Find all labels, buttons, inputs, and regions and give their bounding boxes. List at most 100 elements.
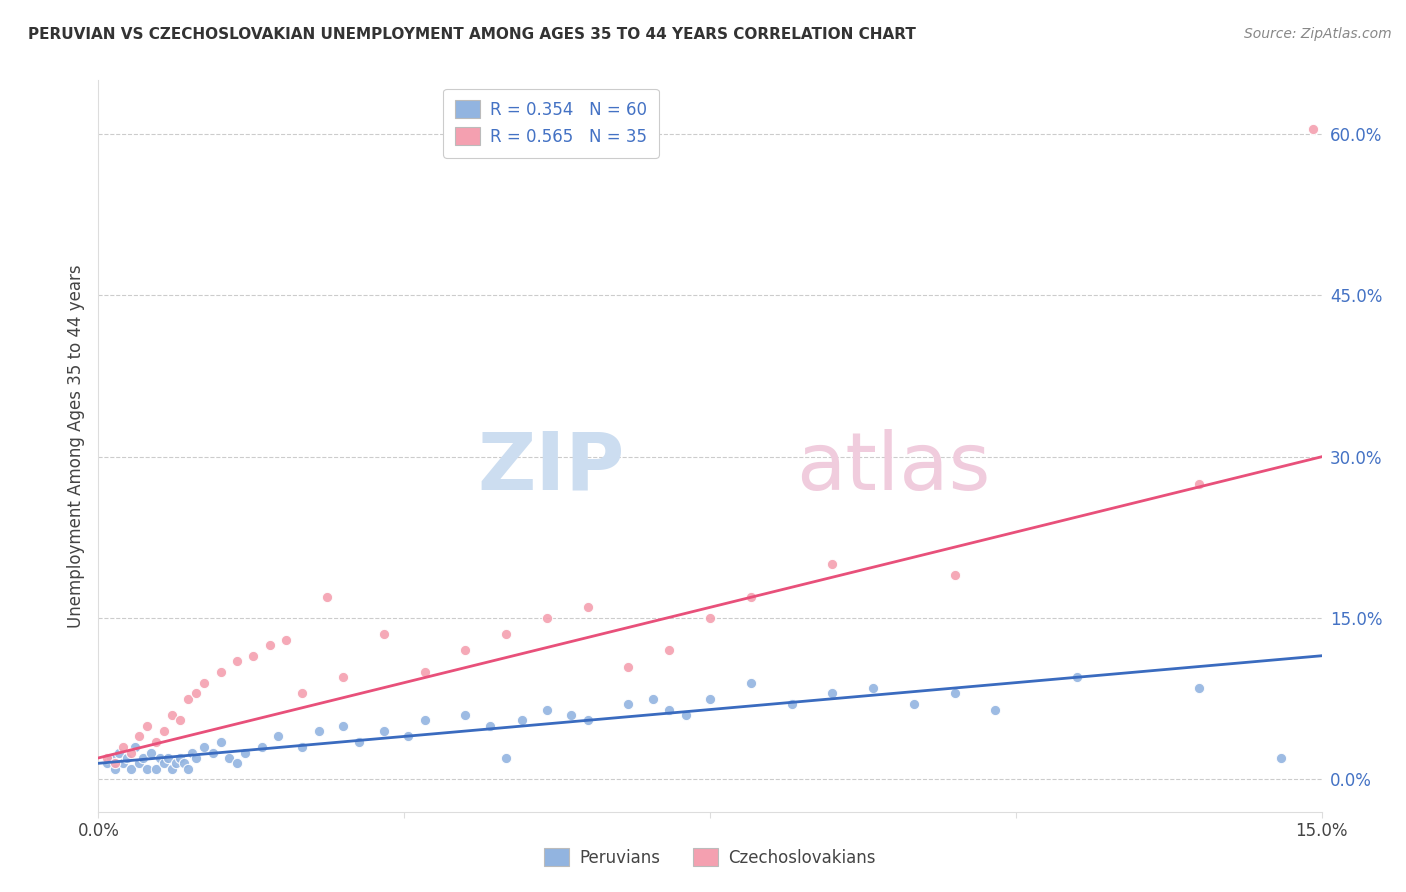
- Point: [862, 681, 884, 695]
- Point: [943, 686, 966, 700]
- Point: [209, 665, 232, 679]
- Point: [780, 697, 803, 711]
- Point: [209, 735, 232, 749]
- Point: [478, 719, 501, 733]
- Point: [495, 627, 517, 641]
- Point: [396, 730, 419, 744]
- Point: [124, 740, 146, 755]
- Text: PERUVIAN VS CZECHOSLOVAKIAN UNEMPLOYMENT AMONG AGES 35 TO 44 YEARS CORRELATION C: PERUVIAN VS CZECHOSLOVAKIAN UNEMPLOYMENT…: [28, 27, 915, 42]
- Point: [111, 740, 134, 755]
- Point: [169, 714, 191, 728]
- Point: [181, 746, 204, 760]
- Point: [177, 762, 200, 776]
- Point: [193, 675, 215, 690]
- Point: [315, 590, 337, 604]
- Point: [177, 691, 200, 706]
- Point: [349, 735, 371, 749]
- Point: [495, 751, 517, 765]
- Point: [111, 756, 134, 771]
- Point: [160, 707, 183, 722]
- Point: [641, 691, 664, 706]
- Point: [152, 724, 174, 739]
- Point: [373, 724, 395, 739]
- Point: [1270, 751, 1292, 765]
- Point: [226, 756, 249, 771]
- Point: [454, 643, 477, 657]
- Point: [186, 751, 208, 765]
- Point: [740, 590, 762, 604]
- Text: atlas: atlas: [796, 429, 990, 507]
- Point: [454, 707, 477, 722]
- Point: [984, 702, 1007, 716]
- Point: [120, 746, 142, 760]
- Point: [267, 730, 290, 744]
- Point: [308, 724, 330, 739]
- Point: [274, 632, 297, 647]
- Point: [560, 707, 582, 722]
- Point: [152, 756, 174, 771]
- Point: [617, 697, 640, 711]
- Point: [233, 746, 256, 760]
- Point: [120, 762, 142, 776]
- Point: [96, 751, 118, 765]
- Point: [96, 756, 118, 771]
- Point: [332, 670, 354, 684]
- Point: [115, 751, 138, 765]
- Point: [160, 762, 183, 776]
- Text: ZIP: ZIP: [477, 429, 624, 507]
- Point: [943, 568, 966, 582]
- Point: [576, 600, 599, 615]
- Point: [136, 719, 159, 733]
- Point: [128, 756, 150, 771]
- Point: [104, 762, 127, 776]
- Point: [169, 751, 191, 765]
- Text: Source: ZipAtlas.com: Source: ZipAtlas.com: [1244, 27, 1392, 41]
- Point: [132, 751, 155, 765]
- Point: [1302, 121, 1324, 136]
- Point: [821, 558, 844, 572]
- Point: [193, 740, 215, 755]
- Point: [291, 686, 314, 700]
- Point: [413, 714, 436, 728]
- Point: [1188, 681, 1211, 695]
- Point: [332, 719, 354, 733]
- Point: [1066, 670, 1088, 684]
- Point: [250, 740, 273, 755]
- Point: [699, 611, 721, 625]
- Point: [1188, 476, 1211, 491]
- Point: [536, 702, 558, 716]
- Point: [658, 702, 681, 716]
- Point: [291, 740, 314, 755]
- Point: [173, 756, 195, 771]
- Point: [156, 751, 179, 765]
- Point: [413, 665, 436, 679]
- Point: [100, 751, 122, 765]
- Point: [617, 659, 640, 673]
- Point: [259, 638, 281, 652]
- Point: [512, 714, 534, 728]
- Legend: Peruvians, Czechoslovakians: Peruvians, Czechoslovakians: [534, 838, 886, 877]
- Point: [145, 735, 167, 749]
- Point: [186, 686, 208, 700]
- Point: [536, 611, 558, 625]
- Y-axis label: Unemployment Among Ages 35 to 44 years: Unemployment Among Ages 35 to 44 years: [66, 264, 84, 628]
- Point: [576, 714, 599, 728]
- Point: [149, 751, 172, 765]
- Point: [201, 746, 224, 760]
- Point: [373, 627, 395, 641]
- Point: [128, 730, 150, 744]
- Point: [104, 756, 127, 771]
- Point: [699, 691, 721, 706]
- Point: [821, 686, 844, 700]
- Point: [658, 643, 681, 657]
- Point: [740, 675, 762, 690]
- Point: [242, 648, 264, 663]
- Point: [218, 751, 240, 765]
- Point: [136, 762, 159, 776]
- Point: [903, 697, 925, 711]
- Point: [108, 746, 131, 760]
- Point: [145, 762, 167, 776]
- Point: [165, 756, 187, 771]
- Point: [141, 746, 163, 760]
- Point: [226, 654, 249, 668]
